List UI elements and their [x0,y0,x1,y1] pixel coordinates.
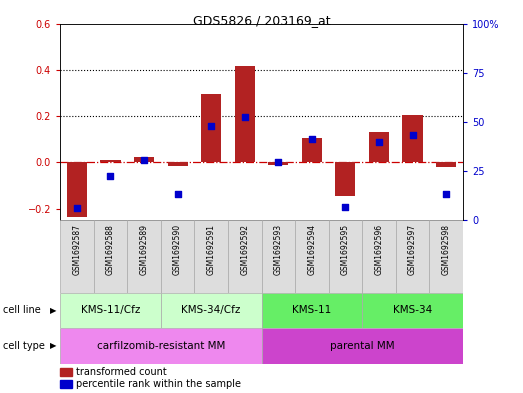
Text: KMS-11: KMS-11 [292,305,332,316]
Point [341,204,349,211]
Bar [302,138,322,162]
Text: GSM1692590: GSM1692590 [173,224,182,275]
Bar [335,162,356,196]
Text: KMS-34: KMS-34 [393,305,432,316]
Point [408,131,417,138]
Bar [429,220,463,293]
Text: GSM1692589: GSM1692589 [140,224,149,275]
Bar [67,162,87,217]
Text: GSM1692595: GSM1692595 [341,224,350,275]
Text: cell line: cell line [3,305,40,316]
Bar [161,220,195,293]
Text: KMS-11/Cfz: KMS-11/Cfz [81,305,140,316]
Text: GSM1692592: GSM1692592 [240,224,249,275]
Bar [195,220,228,293]
Bar [161,293,262,328]
Point [308,135,316,142]
Text: GSM1692587: GSM1692587 [72,224,82,275]
Text: GSM1692588: GSM1692588 [106,224,115,275]
Bar [262,220,295,293]
Text: percentile rank within the sample: percentile rank within the sample [76,379,241,389]
Bar [60,328,262,364]
Bar [60,293,161,328]
Bar [134,156,154,162]
Point [442,190,450,196]
Bar [100,160,120,162]
Text: GSM1692598: GSM1692598 [441,224,451,275]
Bar [436,162,456,167]
Point [106,173,115,179]
Text: GSM1692596: GSM1692596 [374,224,383,275]
Point [241,114,249,120]
Text: carfilzomib-resistant MM: carfilzomib-resistant MM [97,341,225,351]
Bar [362,293,463,328]
Point [73,205,81,211]
Bar [262,328,463,364]
Bar [60,220,94,293]
Point [207,123,215,129]
Point [174,190,182,196]
Point [140,157,148,163]
Text: cell type: cell type [3,341,44,351]
Text: GDS5826 / 203169_at: GDS5826 / 203169_at [192,14,331,27]
Bar [268,162,288,165]
Bar [328,220,362,293]
Bar [235,66,255,162]
Text: transformed count: transformed count [76,367,167,377]
Text: GSM1692591: GSM1692591 [207,224,215,275]
Bar [201,94,221,162]
Text: GSM1692594: GSM1692594 [308,224,316,275]
Text: ▶: ▶ [50,306,56,315]
Bar [362,220,396,293]
Bar [396,220,429,293]
Bar [369,132,389,162]
Text: parental MM: parental MM [330,341,394,351]
Point [375,140,383,146]
Bar [403,115,423,162]
Bar [167,162,188,167]
Bar [228,220,262,293]
Text: GSM1692593: GSM1692593 [274,224,283,275]
Bar [262,293,362,328]
Text: GSM1692597: GSM1692597 [408,224,417,275]
Point [274,159,282,165]
Text: ▶: ▶ [50,342,56,350]
Text: KMS-34/Cfz: KMS-34/Cfz [181,305,241,316]
Bar [94,220,127,293]
Bar [127,220,161,293]
Bar [295,220,328,293]
